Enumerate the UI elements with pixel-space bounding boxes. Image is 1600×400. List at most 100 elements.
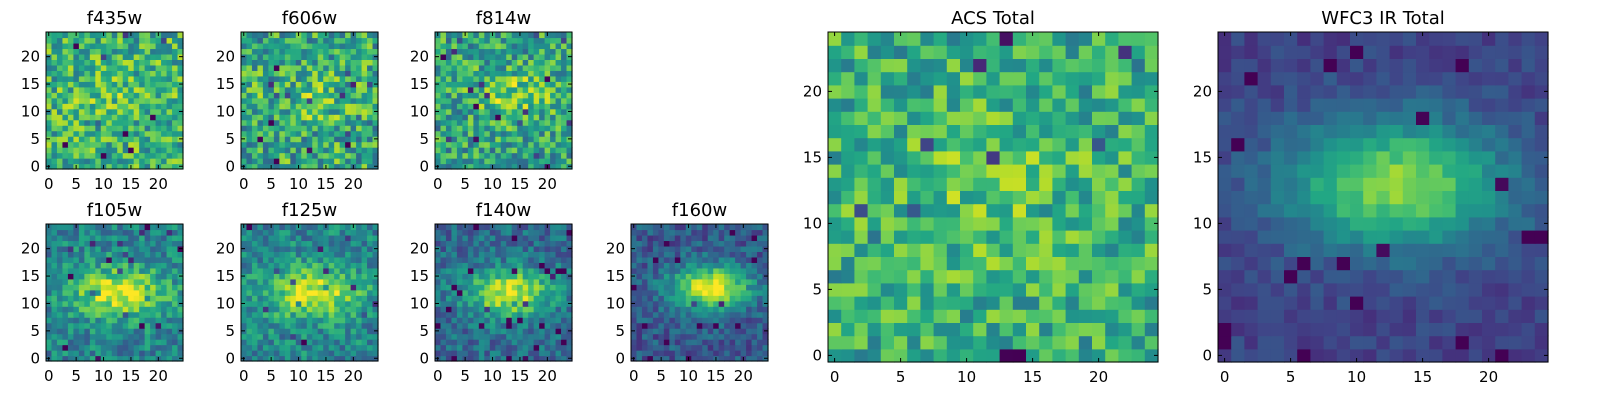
heatmap-cell <box>345 32 352 39</box>
heatmap-cell <box>1078 309 1093 323</box>
heatmap-cell <box>166 37 173 44</box>
heatmap-cell <box>144 141 151 148</box>
heatmap-cell <box>641 317 649 324</box>
heatmap-cell <box>631 350 638 357</box>
heatmap-cell <box>1105 335 1119 350</box>
heatmap-cell <box>279 350 286 357</box>
heatmap-cell <box>489 311 496 318</box>
heatmap-cell <box>528 119 535 126</box>
heatmap-cell <box>62 245 69 252</box>
heatmap-cell <box>1118 322 1133 337</box>
heatmap-cell <box>312 245 319 252</box>
heatmap-cell <box>172 256 179 263</box>
heatmap-cell <box>257 130 264 137</box>
heatmap-cell <box>462 152 469 159</box>
heatmap-cell <box>467 333 474 340</box>
heatmap-cell <box>718 289 725 296</box>
heatmap-cell <box>122 273 129 280</box>
heatmap-cell <box>462 130 469 137</box>
heatmap-cell <box>528 300 535 307</box>
heatmap-cell <box>751 229 758 236</box>
chart-title: f140w <box>476 200 531 221</box>
heatmap-cell <box>440 262 447 269</box>
heatmap-cell <box>566 267 573 274</box>
heatmap-cell <box>312 119 319 126</box>
heatmap-cell <box>517 103 524 110</box>
heatmap-cell <box>451 92 458 99</box>
heatmap-cell <box>729 344 736 351</box>
heatmap-cell <box>122 97 129 104</box>
heatmap-cell <box>372 75 379 82</box>
heatmap-cell <box>295 350 302 357</box>
heatmap-cell <box>631 322 638 329</box>
heatmap-cell <box>161 42 168 50</box>
heatmap-cell <box>246 300 253 307</box>
heatmap-cell <box>907 243 921 257</box>
heatmap-cell <box>718 240 725 247</box>
y-tick-label: 0 <box>615 349 625 367</box>
heatmap-cell <box>456 350 463 357</box>
heatmap-cell <box>144 251 151 258</box>
heatmap-cell <box>290 53 297 60</box>
heatmap-cell <box>729 284 736 291</box>
heatmap-cell <box>339 328 346 335</box>
heatmap-cell <box>279 141 286 148</box>
heatmap-cell <box>312 163 319 170</box>
heatmap-cell <box>489 344 496 351</box>
heatmap-cell <box>339 70 346 77</box>
heatmap-cell <box>328 125 335 132</box>
heatmap-cell <box>372 344 379 351</box>
heatmap-cell <box>445 37 453 44</box>
heatmap-cell <box>528 147 535 154</box>
heatmap-cell <box>517 141 524 148</box>
heatmap-cell <box>735 317 742 324</box>
heatmap-cell <box>367 251 374 258</box>
heatmap-cell <box>522 70 529 77</box>
heatmap-cell <box>246 114 253 121</box>
heatmap-cell <box>544 158 551 165</box>
heatmap-cell <box>495 48 502 55</box>
heatmap-cell <box>290 251 297 258</box>
heatmap-cell <box>290 311 297 318</box>
heatmap-cell <box>691 317 698 324</box>
heatmap-cell <box>894 296 908 310</box>
heatmap-cell <box>372 48 379 55</box>
heatmap-cell <box>356 245 363 252</box>
heatmap-cell <box>73 234 80 242</box>
heatmap-cell <box>907 256 921 271</box>
heatmap-cell <box>251 278 259 285</box>
heatmap-cell <box>323 234 330 242</box>
heatmap-cell <box>367 119 374 126</box>
heatmap-cell <box>484 37 491 44</box>
heatmap-cell <box>724 273 731 280</box>
heatmap-cell <box>663 333 670 340</box>
heatmap-cell <box>46 64 53 71</box>
heatmap-cell <box>489 141 496 148</box>
heatmap-cell <box>339 119 346 126</box>
heatmap-cell <box>440 306 447 313</box>
heatmap-cell <box>1026 269 1040 284</box>
heatmap-cell <box>290 125 297 132</box>
heatmap-cell <box>894 348 908 363</box>
heatmap-cell <box>440 32 447 39</box>
heatmap-cell <box>506 273 513 280</box>
heatmap-cell <box>506 32 513 39</box>
heatmap-cell <box>1078 230 1093 244</box>
x-tick-label: 15 <box>706 367 725 385</box>
heatmap-cell <box>46 317 53 324</box>
heatmap-cell <box>894 335 908 350</box>
heatmap-cell <box>251 273 259 280</box>
heatmap-cell <box>451 328 458 335</box>
heatmap-cell <box>1118 309 1133 323</box>
heatmap-cell <box>295 295 302 302</box>
heatmap-cell <box>718 333 725 340</box>
heatmap-cell <box>440 92 447 99</box>
heatmap-cell <box>111 119 118 126</box>
heatmap-cell <box>451 59 458 66</box>
heatmap-cell <box>685 306 692 313</box>
heatmap-cell <box>1105 309 1119 323</box>
heatmap-cell <box>489 262 496 269</box>
heatmap-cell <box>1144 164 1159 178</box>
heatmap-cell <box>999 164 1014 178</box>
heatmap-cell <box>517 70 524 77</box>
